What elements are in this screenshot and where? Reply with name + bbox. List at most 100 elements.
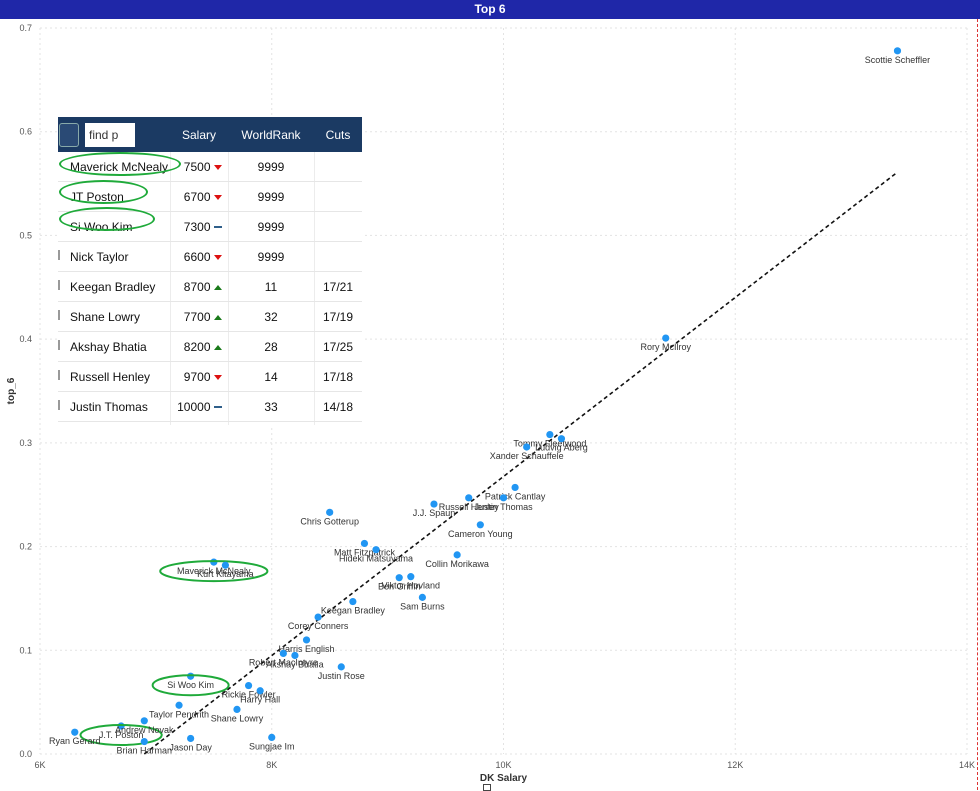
table-row[interactable]: Collin Morikawa9600618/20 xyxy=(58,421,362,425)
data-point[interactable] xyxy=(187,734,195,743)
data-point[interactable] xyxy=(430,500,438,508)
scatter-chart[interactable]: 0.0 0.1 0.2 0.3 0.4 0.5 0.6 0.7 6K 8K 10K 12K 14K DK … xyxy=(0,19,980,790)
salary-cell: 7700 xyxy=(170,301,229,332)
player-name-cell: Si Woo Kim xyxy=(58,211,171,242)
data-point[interactable] xyxy=(893,47,902,55)
table-row[interactable]: Maverick McNealy 7500 9999 xyxy=(58,152,362,182)
row-marker xyxy=(58,310,60,320)
highlight-ellipse xyxy=(151,674,230,697)
data-point[interactable] xyxy=(523,443,531,451)
data-label: Russell Henley xyxy=(439,502,500,512)
trend-down-icon xyxy=(213,194,222,200)
y-tick-label: 0.4 xyxy=(19,334,32,344)
data-point[interactable] xyxy=(337,663,345,671)
cuts-cell xyxy=(314,152,362,182)
data-point[interactable] xyxy=(302,636,311,644)
player-name-cell: Akshay Bhatia xyxy=(58,331,171,362)
data-point[interactable] xyxy=(314,613,322,621)
table-row[interactable]: Russell Henley 9700 14 17/18 xyxy=(58,361,362,392)
data-label: Hideki Matsuyama xyxy=(339,554,413,564)
cuts-cell xyxy=(314,211,362,242)
data-point[interactable] xyxy=(140,737,148,746)
table-header-row: find p Salary WorldRank Cuts xyxy=(58,117,362,152)
data-label: Keegan Bradley xyxy=(321,606,386,616)
data-label: Ben Griffin xyxy=(378,582,420,592)
data-label: Cameron Young xyxy=(448,529,513,539)
header-worldrank[interactable]: WorldRank xyxy=(228,117,314,152)
y-tick-label: 0.7 xyxy=(19,23,32,33)
player-name: Justin Thomas xyxy=(70,399,148,414)
worldrank-cell: 28 xyxy=(228,331,315,362)
player-name-cell: Russell Henley xyxy=(58,361,171,392)
worldrank-cell: 32 xyxy=(228,301,315,332)
data-point[interactable] xyxy=(268,733,276,742)
x-tick-label: 12K xyxy=(727,760,743,770)
data-point[interactable] xyxy=(557,435,566,443)
data-point[interactable] xyxy=(326,508,334,516)
data-label: Harry Hall xyxy=(240,695,280,705)
data-point[interactable] xyxy=(175,701,183,709)
data-point[interactable] xyxy=(476,521,484,529)
data-point[interactable] xyxy=(279,649,287,657)
data-point[interactable] xyxy=(453,551,461,559)
table-row[interactable]: Akshay Bhatia 8200 28 17/25 xyxy=(58,331,362,362)
table-row[interactable]: Nick Taylor 6600 9999 xyxy=(58,241,362,272)
data-point[interactable] xyxy=(465,494,473,502)
data-label: Brian Harman xyxy=(117,746,173,756)
table-row[interactable]: JT Poston 6700 9999 xyxy=(58,181,362,212)
worldrank-cell: 9999 xyxy=(228,152,315,182)
data-point[interactable] xyxy=(244,681,253,690)
table-row[interactable]: Keegan Bradley 8700 11 17/21 xyxy=(58,271,362,302)
trend-down-icon xyxy=(213,254,222,260)
player-table-panel[interactable]: find p Salary WorldRank Cuts Maverick Mc… xyxy=(58,117,362,425)
search-input[interactable]: find p xyxy=(85,122,135,147)
dropdown-button[interactable] xyxy=(59,122,79,147)
cuts-cell: 18/20 xyxy=(314,421,362,425)
data-point[interactable] xyxy=(71,728,79,736)
salary-cell: 8200 xyxy=(170,331,229,362)
cuts-cell: 17/19 xyxy=(314,301,362,332)
header-cuts[interactable]: Cuts xyxy=(314,117,362,152)
trend-flat-icon xyxy=(213,406,222,409)
data-label: Rickie Fowler xyxy=(222,690,276,700)
table-row[interactable]: Shane Lowry 7700 32 17/19 xyxy=(58,301,362,332)
player-name: Akshay Bhatia xyxy=(70,339,147,354)
data-label: Si Woo Kim xyxy=(167,680,214,690)
data-point[interactable] xyxy=(662,334,670,342)
search-header: find p xyxy=(58,117,170,152)
row-marker xyxy=(58,250,60,260)
row-marker xyxy=(58,400,60,410)
data-label: Scottie Scheffler xyxy=(865,55,930,65)
worldrank-cell: 9999 xyxy=(228,241,315,272)
data-point[interactable] xyxy=(291,651,299,660)
worldrank-cell: 33 xyxy=(228,391,315,422)
data-point[interactable] xyxy=(360,539,369,548)
data-point[interactable] xyxy=(511,483,519,492)
data-point[interactable] xyxy=(418,593,426,601)
chart-title-bar: Top 6 xyxy=(0,0,980,19)
cuts-cell: 14/18 xyxy=(314,391,362,422)
data-point[interactable] xyxy=(256,687,264,695)
data-point[interactable] xyxy=(349,597,357,606)
worldrank-cell: 14 xyxy=(228,361,315,392)
table-row[interactable]: Justin Thomas 10000 33 14/18 xyxy=(58,391,362,422)
data-point[interactable] xyxy=(221,561,229,569)
data-label: Patrick Cantlay xyxy=(485,491,546,501)
table-row[interactable]: Si Woo Kim 7300 9999 xyxy=(58,211,362,242)
data-point[interactable] xyxy=(407,573,415,581)
x-axis-title: DK Salary xyxy=(480,773,528,784)
header-salary[interactable]: Salary xyxy=(170,117,228,152)
data-point[interactable] xyxy=(499,494,508,502)
data-point[interactable] xyxy=(372,546,380,554)
data-point[interactable] xyxy=(546,430,554,439)
y-tick-label: 0.3 xyxy=(19,438,32,448)
data-label: Kurt Kitayama xyxy=(197,569,254,579)
highlight-ellipse xyxy=(79,723,163,746)
data-point[interactable] xyxy=(140,717,148,725)
trend-up-icon xyxy=(213,344,222,350)
data-point[interactable] xyxy=(233,705,241,714)
cuts-cell xyxy=(314,241,362,272)
data-point[interactable] xyxy=(395,574,403,582)
cuts-cell: 17/21 xyxy=(314,271,362,302)
y-tick-label: 0.0 xyxy=(19,749,32,759)
